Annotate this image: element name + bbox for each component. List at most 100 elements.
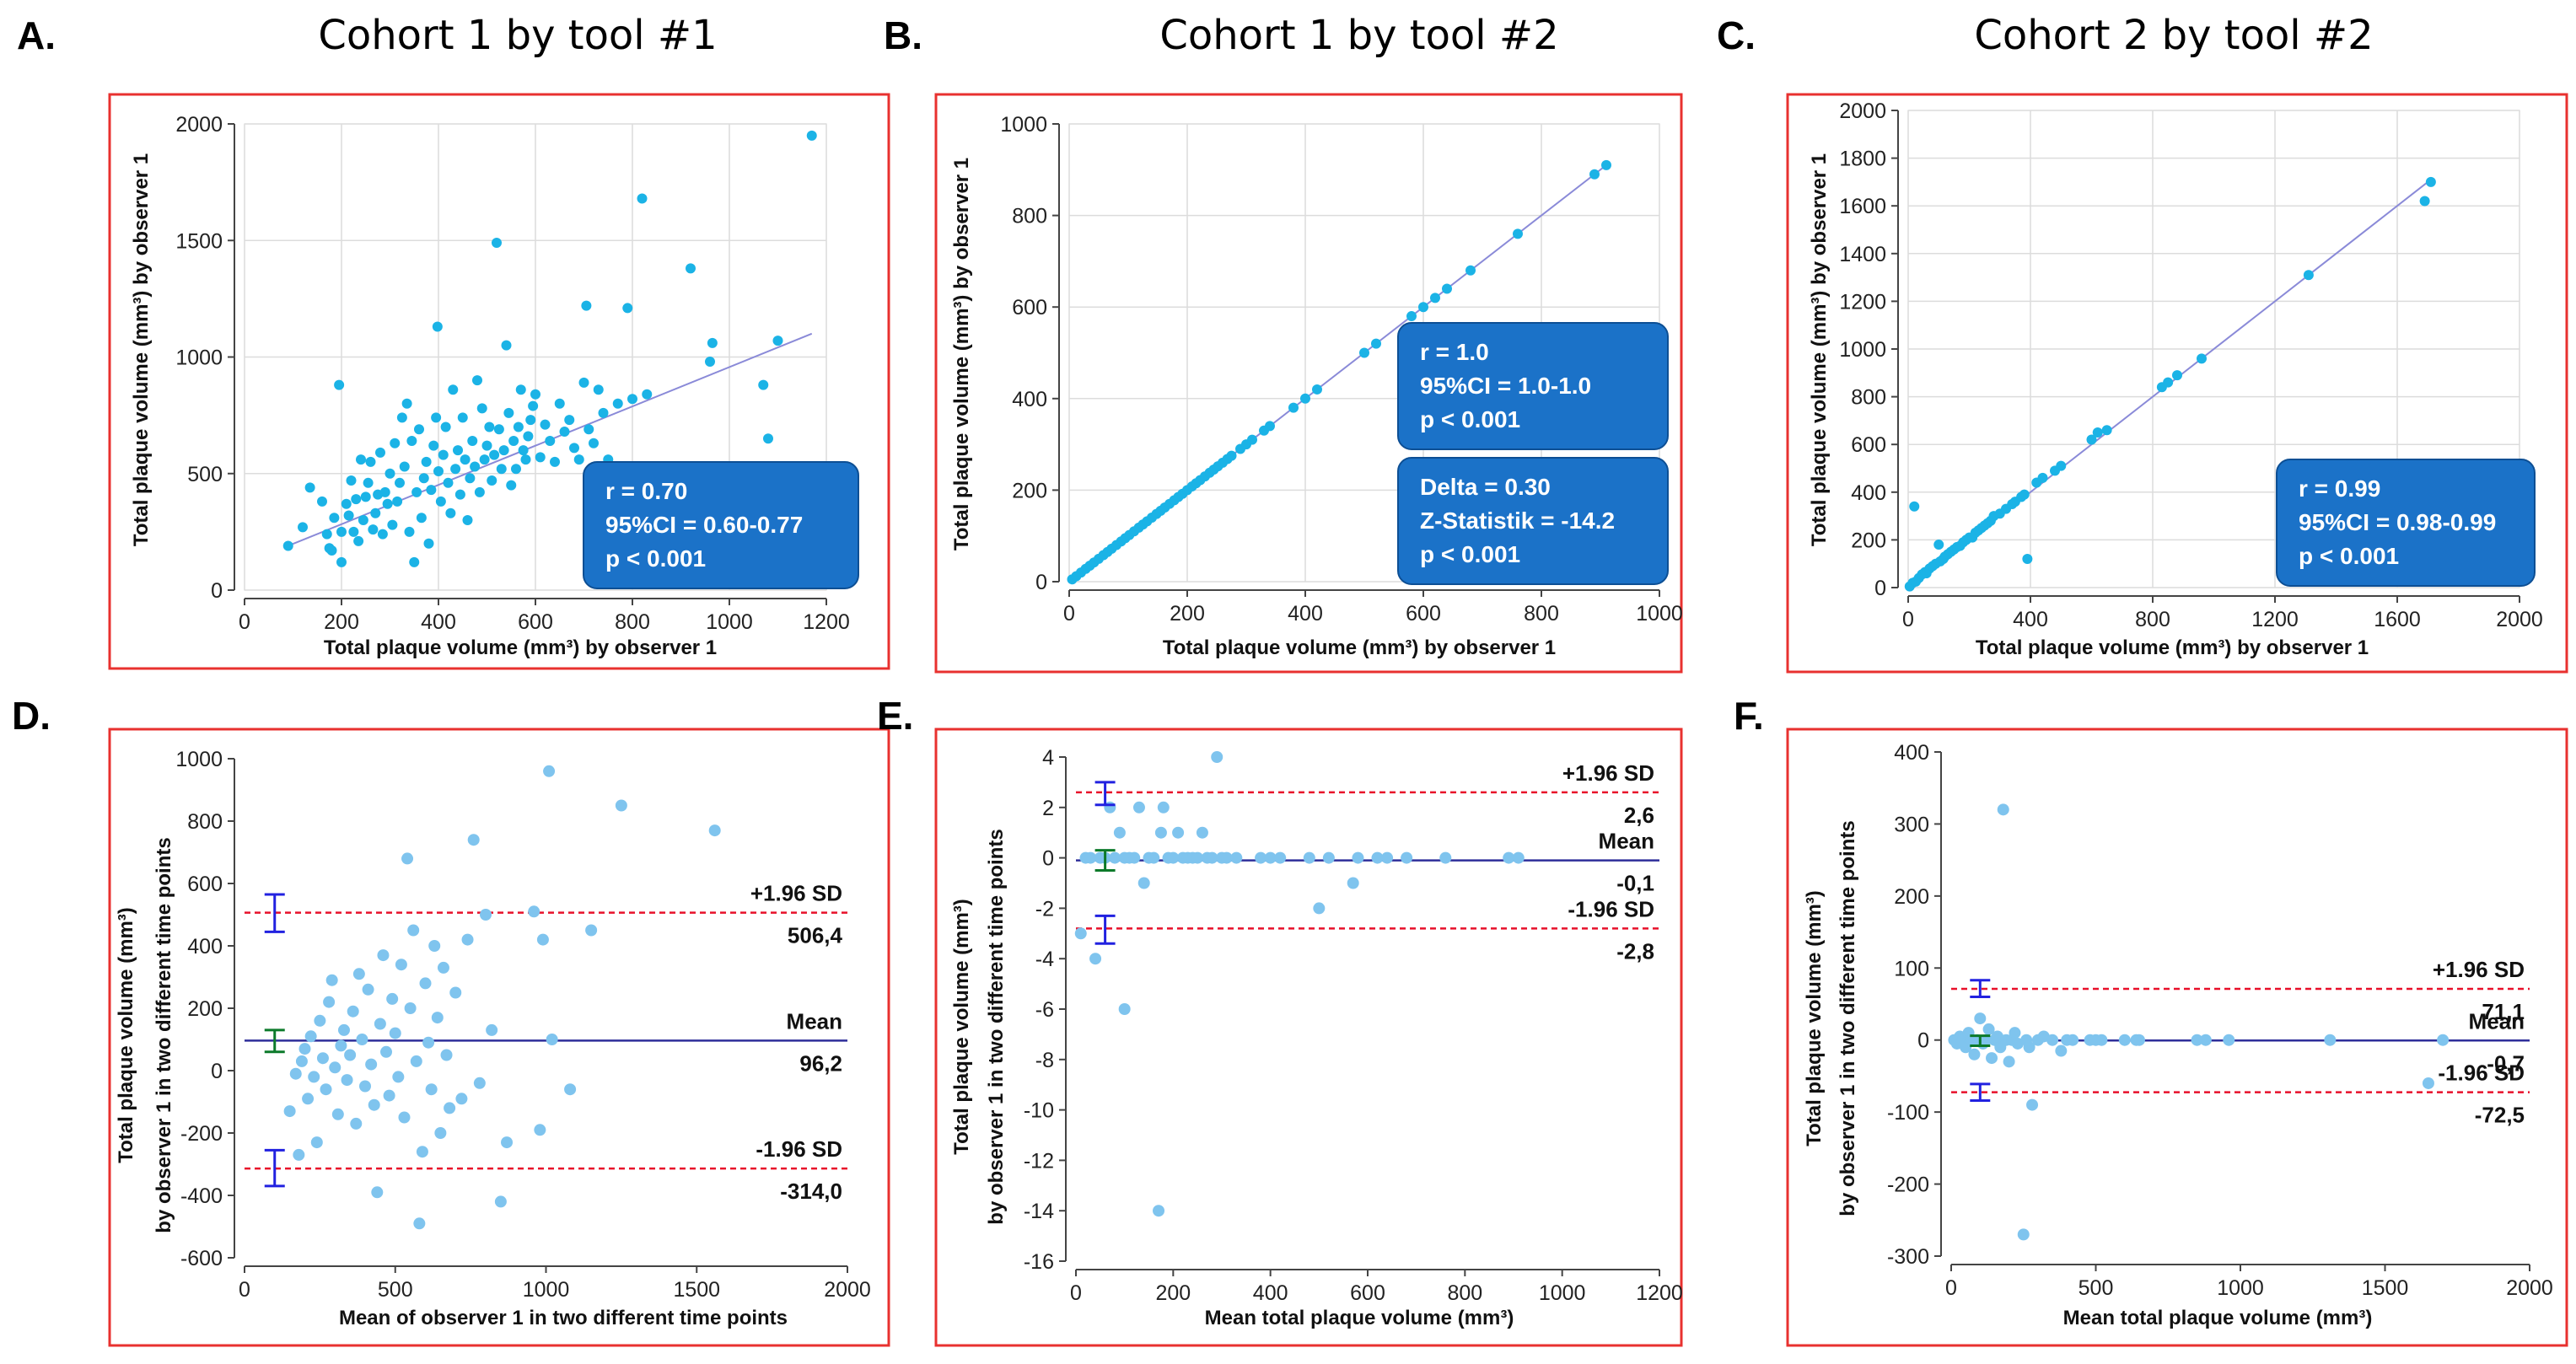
stats-box-line: r = 0.70 <box>605 478 687 504</box>
stats-box-line: r = 1.0 <box>1420 339 1489 365</box>
panel-frame <box>108 728 890 1347</box>
y-tick-label: 1200 <box>1839 290 1886 314</box>
annotation-mean-name: Mean <box>2469 1008 2525 1034</box>
data-point <box>2095 1034 2108 1046</box>
annotation-upper-value: 71,1 <box>2482 999 2525 1024</box>
data-point <box>314 1014 326 1027</box>
data-point <box>329 1061 341 1074</box>
data-point <box>387 519 398 530</box>
y-tick-label: 0 <box>211 579 223 603</box>
data-point <box>298 1043 311 1055</box>
panel-label: F. <box>1734 694 1764 738</box>
y-tick-label: 600 <box>1851 433 1886 457</box>
data-point <box>392 496 403 507</box>
data-point <box>1226 450 1237 461</box>
data-point <box>414 424 424 435</box>
panel-f: F. 0 500 1000 1500 2000 -300 -200 -100 0 100 200 300… <box>1734 694 2568 1347</box>
data-point <box>380 1045 393 1058</box>
y-tick-label: 800 <box>1012 205 1047 228</box>
data-point <box>518 445 529 456</box>
x-tick-label: 0 <box>1902 608 1914 631</box>
x-tick-label: 0 <box>239 610 250 634</box>
panel-frame <box>934 728 1683 1347</box>
stats-box-line: 95%CI = 0.60-0.77 <box>605 512 803 538</box>
data-point <box>343 510 354 521</box>
data-point <box>421 456 432 467</box>
data-point <box>310 1136 323 1149</box>
data-point <box>1401 851 1413 864</box>
data-point <box>1933 540 1944 550</box>
data-point <box>2191 1034 2203 1046</box>
data-point <box>1154 826 1167 839</box>
annotation-upper-name: +1.96 SD <box>2433 957 2525 982</box>
data-point <box>368 524 379 535</box>
data-point <box>1109 851 1121 864</box>
data-point <box>1300 393 1310 404</box>
data-point <box>530 389 540 400</box>
data-point <box>351 494 362 505</box>
data-point <box>528 905 540 918</box>
data-point <box>564 1083 577 1096</box>
data-point <box>763 433 773 444</box>
data-point <box>543 765 556 777</box>
x-axis-label: Mean total plaque volume (mm³) <box>2063 1307 2373 1329</box>
data-point <box>513 422 524 432</box>
y-axis-label: Total plaque volume (mm³) by observer 1 <box>130 153 153 546</box>
data-point <box>465 473 476 484</box>
y-tick-label: -200 <box>1887 1173 1929 1197</box>
y-tick-label: -14 <box>1024 1200 1054 1223</box>
data-point <box>686 263 696 274</box>
data-point <box>573 454 584 465</box>
data-point <box>428 940 441 952</box>
data-point <box>433 465 444 476</box>
data-point <box>370 507 381 518</box>
data-point <box>401 398 412 409</box>
x-tick-label: 1500 <box>2362 1276 2409 1300</box>
data-point <box>1113 826 1126 839</box>
data-point <box>341 498 352 509</box>
upper-loa-ci <box>264 893 285 933</box>
data-point <box>352 968 365 980</box>
data-point <box>423 538 434 549</box>
data-point <box>1406 311 1417 322</box>
y-tick-label: 1000 <box>1000 113 1047 137</box>
x-tick-label: 200 <box>1155 1281 1191 1305</box>
data-point <box>2046 1034 2059 1046</box>
data-point <box>622 303 633 314</box>
y-axis-label: by observer 1 in two different time poin… <box>985 829 1008 1224</box>
data-point <box>515 384 526 395</box>
data-point <box>528 400 539 411</box>
data-point <box>2067 1034 2079 1046</box>
y-tick-label: 100 <box>1894 957 1929 980</box>
x-tick-label: 600 <box>1350 1281 1385 1305</box>
data-point <box>434 1127 447 1139</box>
data-point <box>2422 1077 2434 1089</box>
data-point <box>498 445 509 456</box>
panel-label: D. <box>12 694 51 738</box>
x-tick-label: 500 <box>378 1278 413 1302</box>
y-tick-label: 0 <box>211 1060 223 1083</box>
x-tick-label: 800 <box>615 610 650 634</box>
stats-box-2 <box>1397 457 1669 585</box>
annotation-lower-value: -72,5 <box>2475 1103 2525 1128</box>
stats-box-line: 95%CI = 0.98-0.99 <box>2299 509 2496 535</box>
data-point <box>406 436 417 447</box>
annotation-lower-value: -2,8 <box>1616 938 1654 964</box>
y-axis-label: Total plaque volume (mm³) <box>1803 890 1826 1147</box>
y-tick-label: 1000 <box>175 346 223 370</box>
data-point <box>506 480 517 491</box>
data-point <box>2026 1098 2039 1111</box>
data-point <box>455 1093 468 1105</box>
data-point <box>1220 851 1233 864</box>
panel-frame <box>1786 728 2568 1347</box>
data-point <box>368 1098 380 1111</box>
data-point <box>1512 851 1525 864</box>
data-point <box>337 1023 350 1036</box>
y-tick-label: 2 <box>1042 797 1054 820</box>
stats-box-line: 95%CI = 1.0-1.0 <box>1420 373 1591 399</box>
y-tick-label: 2000 <box>175 113 223 137</box>
data-point <box>1157 801 1170 814</box>
x-tick-label: 2000 <box>2496 608 2543 631</box>
data-point <box>386 992 399 1005</box>
data-point <box>374 1018 386 1030</box>
